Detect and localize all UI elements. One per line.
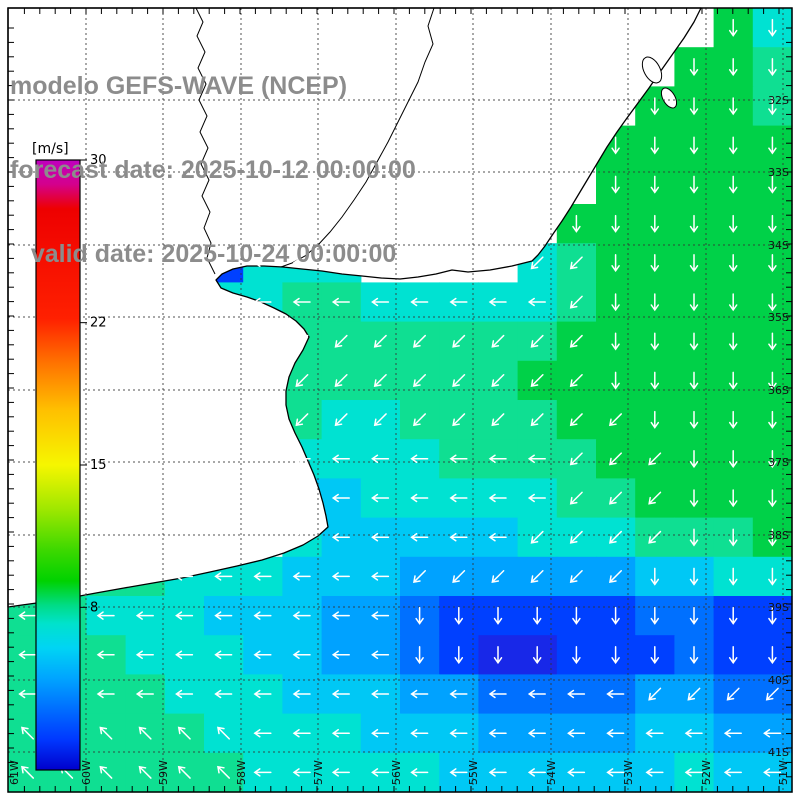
svg-text:58W: 58W bbox=[235, 760, 248, 785]
svg-text:33S: 33S bbox=[768, 166, 789, 179]
graticule-lines bbox=[8, 8, 792, 792]
svg-text:55W: 55W bbox=[467, 760, 480, 785]
svg-text:51W: 51W bbox=[777, 760, 790, 785]
svg-text:39S: 39S bbox=[768, 601, 789, 614]
frame-ticks bbox=[8, 8, 792, 792]
svg-text:36S: 36S bbox=[768, 384, 789, 397]
colorbar-unit-label: [m/s] bbox=[32, 141, 69, 157]
svg-text:59W: 59W bbox=[157, 760, 170, 785]
svg-text:38S: 38S bbox=[768, 529, 789, 542]
latitude-labels: 32S 33S 34S 35S 36S 37S 38S 39S 40S 41S bbox=[768, 94, 789, 759]
svg-text:40S: 40S bbox=[768, 674, 789, 687]
svg-text:22: 22 bbox=[90, 316, 107, 331]
svg-text:52W: 52W bbox=[700, 760, 713, 785]
land-coastline bbox=[7, 7, 702, 608]
colorbar: [m/s] 30 22 15 8 bbox=[32, 141, 107, 771]
svg-text:41S: 41S bbox=[768, 746, 789, 759]
colorbar-ticks: 30 22 15 8 bbox=[80, 153, 107, 615]
svg-text:37S: 37S bbox=[768, 456, 789, 469]
forecast-date: forecast date: 2025-10-12 00:00:00 bbox=[10, 156, 416, 184]
svg-text:35S: 35S bbox=[768, 311, 789, 324]
svg-text:54W: 54W bbox=[545, 760, 558, 785]
svg-text:32S: 32S bbox=[768, 94, 789, 107]
svg-text:30: 30 bbox=[90, 153, 107, 168]
svg-text:61W: 61W bbox=[8, 760, 21, 785]
svg-text:15: 15 bbox=[90, 458, 107, 473]
model-title: modelo GEFS-WAVE (NCEP) bbox=[10, 72, 348, 100]
svg-text:53W: 53W bbox=[622, 760, 635, 785]
title-block: modelo GEFS-WAVE (NCEP) forecast date: 2… bbox=[10, 16, 416, 324]
svg-text:56W: 56W bbox=[390, 760, 403, 785]
map-frame bbox=[7, 7, 793, 793]
svg-text:34S: 34S bbox=[768, 239, 789, 252]
valid-date: valid date: 2025-10-24 00:00:00 bbox=[10, 240, 397, 268]
svg-text:8: 8 bbox=[90, 600, 98, 615]
svg-text:60W: 60W bbox=[80, 760, 93, 785]
svg-text:57W: 57W bbox=[312, 760, 325, 785]
longitude-labels: 60W 59W 58W 57W 56W 55W 54W 53W 52W 51W 61W bbox=[8, 760, 790, 785]
